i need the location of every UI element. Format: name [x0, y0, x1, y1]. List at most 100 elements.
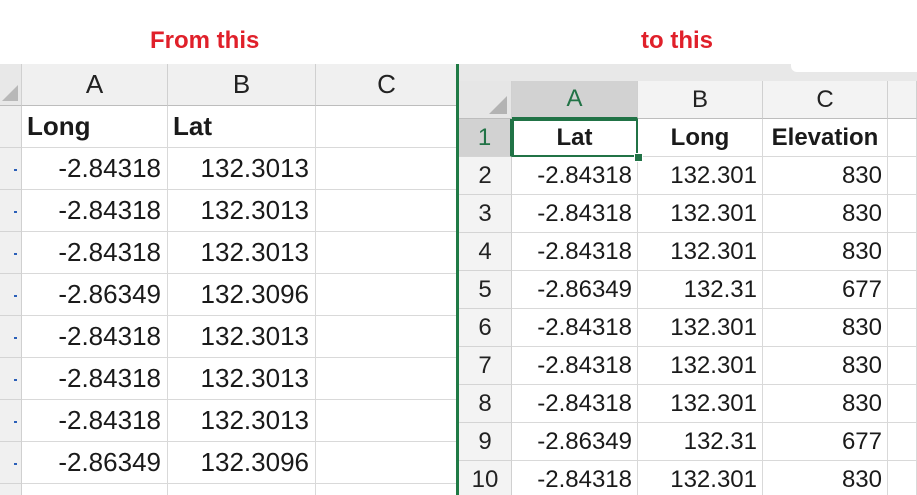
cell-empty[interactable] [316, 442, 458, 484]
cell-lat[interactable]: 132.3096 [168, 442, 316, 484]
cell-empty[interactable] [888, 347, 917, 385]
cell-empty[interactable] [316, 148, 458, 190]
select-all-button[interactable] [0, 64, 22, 106]
cell-long[interactable]: 132.301 [638, 347, 763, 385]
row-header[interactable] [0, 316, 22, 358]
cell-lat[interactable]: 132.3096 [168, 274, 316, 316]
cell-lat[interactable]: -2.84318 [512, 461, 638, 495]
cell-empty[interactable] [316, 190, 458, 232]
row-header-2[interactable]: 2 [459, 157, 512, 195]
cell-lat[interactable]: 132.3013 [168, 190, 316, 232]
cell-elevation[interactable]: 677 [763, 423, 888, 461]
row-header[interactable] [0, 484, 22, 495]
cell-long[interactable]: -2.86349 [22, 442, 168, 484]
cell-long[interactable]: -2.84318 [22, 232, 168, 274]
cell-long[interactable]: -2.86349 [22, 274, 168, 316]
cell-empty[interactable] [316, 232, 458, 274]
cell-long[interactable]: 132.301 [638, 157, 763, 195]
row-header-6[interactable]: 6 [459, 309, 512, 347]
cell-elevation[interactable]: 830 [763, 385, 888, 423]
row-header[interactable] [0, 148, 22, 190]
cell-empty[interactable] [888, 461, 917, 495]
row-header-7[interactable]: 7 [459, 347, 512, 385]
row-header[interactable] [0, 232, 22, 274]
cell-lat[interactable]: -2.84318 [512, 157, 638, 195]
cell-empty[interactable] [888, 157, 917, 195]
cell-long[interactable]: -2.84318 [22, 400, 168, 442]
column-header-a[interactable]: A [22, 64, 168, 106]
cell-long[interactable]: 132.301 [638, 385, 763, 423]
cell-c1[interactable] [316, 106, 458, 148]
cell-empty[interactable] [888, 385, 917, 423]
cell-empty[interactable] [888, 309, 917, 347]
column-header-c[interactable]: C [763, 81, 888, 119]
row-header-1[interactable]: 1 [459, 119, 512, 157]
row-header-3[interactable]: 3 [459, 195, 512, 233]
cell-elevation[interactable]: 830 [763, 233, 888, 271]
cell-lat[interactable]: 132.3013 [168, 316, 316, 358]
cell-empty[interactable] [888, 233, 917, 271]
cell-long[interactable]: -2.84318 [22, 358, 168, 400]
row-header[interactable] [0, 106, 22, 148]
row-header[interactable] [0, 274, 22, 316]
cell-lat[interactable]: -2.84318 [512, 309, 638, 347]
column-header-c[interactable]: C [316, 64, 458, 106]
cell-lat[interactable]: -2.84318 [512, 347, 638, 385]
cell-empty[interactable] [316, 274, 458, 316]
row-header-9[interactable]: 9 [459, 423, 512, 461]
cell-long[interactable]: 132.301 [638, 309, 763, 347]
row-header-10[interactable]: 10 [459, 461, 512, 495]
row-header[interactable] [0, 190, 22, 232]
cell-empty[interactable] [888, 195, 917, 233]
cell-lat[interactable]: -2.84318 [512, 233, 638, 271]
cell-elevation[interactable]: 830 [763, 461, 888, 495]
cell-lat[interactable]: -2.84318 [512, 385, 638, 423]
row-header-8[interactable]: 8 [459, 385, 512, 423]
row-header-5[interactable]: 5 [459, 271, 512, 309]
cell-long[interactable]: 132.301 [638, 233, 763, 271]
cell-empty[interactable] [316, 358, 458, 400]
cell-empty[interactable] [316, 316, 458, 358]
column-header-b[interactable]: B [638, 81, 763, 119]
row-header-4[interactable]: 4 [459, 233, 512, 271]
row-header[interactable] [0, 358, 22, 400]
cell-long[interactable]: 132.301 [638, 195, 763, 233]
column-header-a[interactable]: A [512, 81, 638, 119]
column-header-b[interactable]: B [168, 64, 316, 106]
cell-empty[interactable] [316, 400, 458, 442]
cell-lat[interactable]: 132.3013 [168, 358, 316, 400]
cell-elevation[interactable]: 677 [763, 271, 888, 309]
cell-lat[interactable]: 132.3013 [168, 400, 316, 442]
cell-lat[interactable]: -2.86349 [512, 423, 638, 461]
cell-empty[interactable] [888, 423, 917, 461]
cell-elevation[interactable]: 830 [763, 195, 888, 233]
cell-empty[interactable] [22, 484, 168, 495]
cell-empty[interactable] [168, 484, 316, 495]
cell-elevation[interactable]: 830 [763, 157, 888, 195]
cell-elevation[interactable]: 830 [763, 347, 888, 385]
cell-c1-elevation-header[interactable]: Elevation [763, 119, 888, 157]
cell-lat[interactable]: -2.86349 [512, 271, 638, 309]
row-header[interactable] [0, 442, 22, 484]
select-all-button[interactable] [459, 81, 512, 119]
cell-long[interactable]: -2.84318 [22, 316, 168, 358]
cell-lat[interactable]: 132.3013 [168, 232, 316, 274]
cell-empty[interactable] [888, 271, 917, 309]
cell-elevation[interactable]: 830 [763, 309, 888, 347]
cell-a1-lat-header[interactable]: Lat [512, 119, 638, 157]
cell-lat[interactable]: 132.3013 [168, 148, 316, 190]
row-header[interactable] [0, 400, 22, 442]
cell-b1-long-header[interactable]: Long [638, 119, 763, 157]
cell-lat[interactable]: -2.84318 [512, 195, 638, 233]
cell-long[interactable]: -2.84318 [22, 148, 168, 190]
cell-empty[interactable] [316, 484, 458, 495]
cell-empty[interactable] [888, 119, 917, 157]
cell-b1-header[interactable]: Lat [168, 106, 316, 148]
cell-a1-header[interactable]: Long [22, 106, 168, 148]
cell-long[interactable]: -2.84318 [22, 190, 168, 232]
cell-long[interactable]: 132.31 [638, 423, 763, 461]
column-header-d[interactable] [888, 81, 917, 119]
cell-long[interactable]: 132.301 [638, 461, 763, 495]
fill-handle[interactable] [634, 153, 643, 162]
cell-long[interactable]: 132.31 [638, 271, 763, 309]
